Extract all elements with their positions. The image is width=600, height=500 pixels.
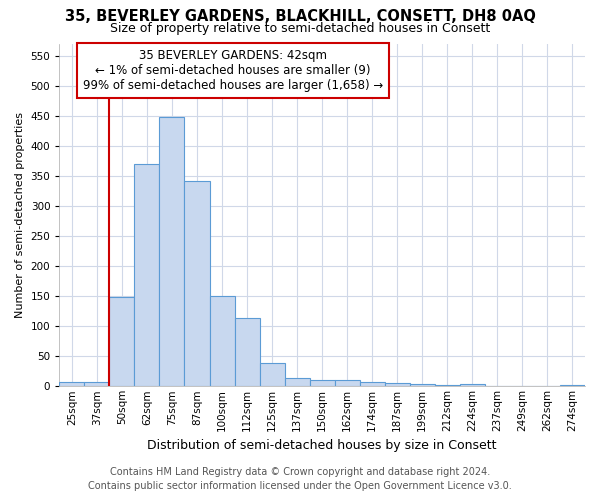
Bar (260, 364, 284, 386)
Bar (360, 382, 385, 386)
Bar (410, 384, 435, 386)
Bar (109, 298, 134, 386)
Bar (235, 318, 260, 386)
Y-axis label: Number of semi-detached properties: Number of semi-detached properties (15, 112, 25, 318)
Text: 35 BEVERLEY GARDENS: 42sqm
← 1% of semi-detached houses are smaller (9)
99% of s: 35 BEVERLEY GARDENS: 42sqm ← 1% of semi-… (83, 49, 383, 92)
Bar (310, 380, 335, 386)
Bar (560, 385, 585, 386)
Text: Contains HM Land Registry data © Crown copyright and database right 2024.
Contai: Contains HM Land Registry data © Crown c… (88, 467, 512, 491)
Bar (184, 181, 209, 386)
Bar (134, 164, 160, 386)
Bar (284, 378, 310, 386)
Bar (160, 118, 184, 386)
X-axis label: Distribution of semi-detached houses by size in Consett: Distribution of semi-detached houses by … (148, 440, 497, 452)
Bar (460, 384, 485, 386)
Bar (209, 296, 235, 386)
Bar (435, 385, 460, 386)
Text: 35, BEVERLEY GARDENS, BLACKHILL, CONSETT, DH8 0AQ: 35, BEVERLEY GARDENS, BLACKHILL, CONSETT… (65, 9, 535, 24)
Text: Size of property relative to semi-detached houses in Consett: Size of property relative to semi-detach… (110, 22, 490, 35)
Bar (85, 382, 109, 386)
Bar (385, 382, 410, 386)
Bar (335, 380, 360, 386)
Bar (59, 382, 85, 386)
